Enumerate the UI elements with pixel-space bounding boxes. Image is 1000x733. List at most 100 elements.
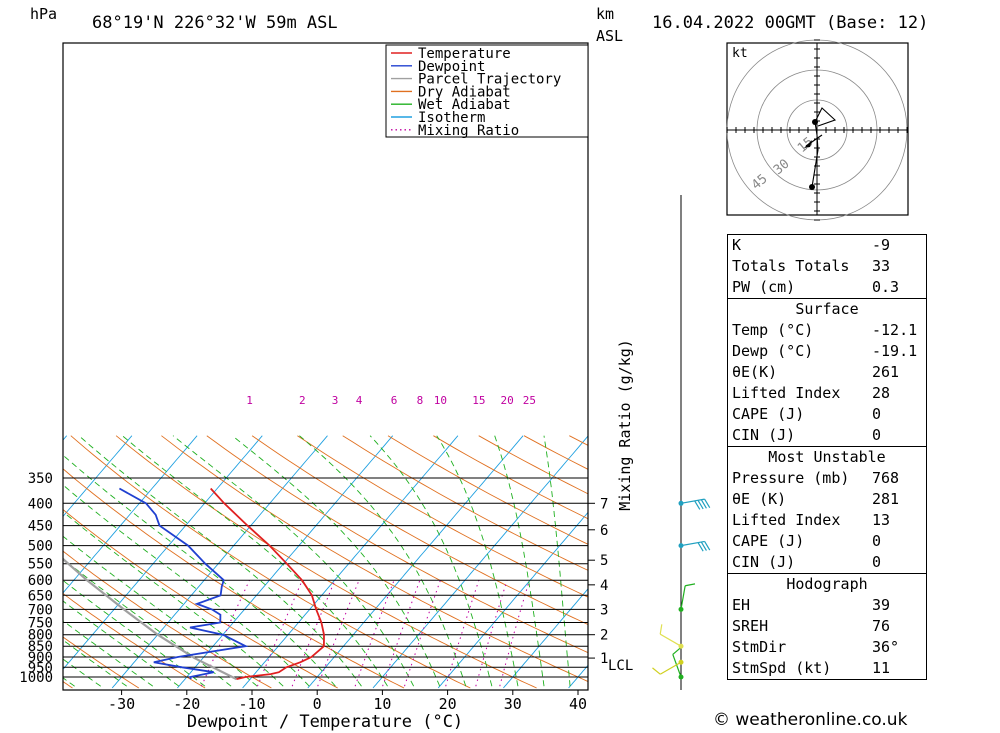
mixing-ratio-line	[499, 580, 530, 687]
dry-adiabat-line	[342, 435, 588, 571]
mu-cin-label: CIN (J)	[732, 553, 796, 571]
surface-cape-value: 0	[872, 405, 882, 423]
mu-thetae-value: 281	[872, 490, 900, 508]
dry-adiabat-line	[161, 435, 588, 682]
isotherm-line	[111, 435, 328, 689]
temperature-tick-label: 40	[569, 695, 587, 713]
wind-profile	[652, 195, 711, 690]
pressure-tick-label: 400	[28, 496, 53, 512]
dry-adiabat-line	[63, 550, 272, 689]
wind-barb-staff	[680, 498, 705, 504]
wind-barb-staff	[659, 633, 682, 647]
plot-frame	[62, 42, 589, 691]
surface-thetae-label: θE(K)	[732, 363, 778, 381]
mixing-ratio-label: 20	[500, 394, 513, 407]
legend-entry: Mixing Ratio	[418, 123, 519, 139]
wind-barb-staff	[672, 654, 682, 678]
wet-adiabat-line	[63, 484, 310, 687]
mixing-ratio-label: 10	[434, 394, 447, 407]
wet-adiabat-line	[63, 658, 101, 687]
isotherm-line	[63, 435, 198, 594]
surface-temp-label: Temp (°C)	[732, 321, 814, 339]
wet-adiabat-line	[63, 535, 258, 687]
mixing-ratio-label: 1	[246, 394, 253, 407]
dewpoint-profile-line	[118, 487, 249, 680]
pressure-tick-label: 750	[28, 616, 53, 632]
pressure-tick-label: 800	[28, 628, 53, 644]
temperature-tick-label: 0	[313, 695, 322, 713]
temperature-profile-line	[210, 487, 325, 680]
isotherm-line	[0, 436, 2, 688]
surface-cape-label: CAPE (J)	[732, 405, 805, 423]
temperature-tick-label: -10	[238, 695, 265, 713]
stmspd-label: StmSpd (kt)	[732, 659, 832, 677]
datetime-title: 16.04.2022 00GMT (Base: 12)	[652, 13, 928, 33]
stability-indices-table: K -9 Totals Totals 33 PW (cm) 0.3 Surface T…	[727, 234, 927, 680]
mixing-ratio-line	[445, 580, 480, 687]
wind-barb-feather	[697, 542, 704, 552]
mixing-ratio-line	[382, 580, 421, 687]
mu-cape-label: CAPE (J)	[732, 532, 805, 550]
asl-unit-label: ASL	[596, 27, 623, 45]
stmdir-value: 36°	[872, 638, 900, 656]
mixing-ratio-line	[354, 580, 395, 687]
wet-adiabat-line	[78, 435, 362, 687]
legend-entry: Temperature	[418, 46, 511, 62]
hpa-unit-label: hPa	[30, 5, 57, 23]
pressure-gridlines	[63, 477, 588, 678]
mixing-ratio-label: 15	[472, 394, 485, 407]
mixing-ratio-label: 8	[417, 394, 424, 407]
surface-dewp-value: -19.1	[872, 342, 918, 360]
wind-barb-staff	[680, 540, 705, 547]
k-index-label: K	[732, 236, 742, 254]
temperature-axis: -30 -20 -10 0 10 20 30 40	[108, 690, 587, 713]
wet-adiabat-line	[494, 435, 545, 687]
pressure-tick-label: 900	[28, 650, 53, 666]
copyright-link[interactable]: © weatheronline.co.uk	[713, 710, 908, 730]
wet-adiabat-line	[436, 435, 519, 687]
temperature-tick-label: 20	[439, 695, 457, 713]
km-tick-label: 2	[600, 628, 608, 644]
wind-barb-feather	[659, 624, 663, 635]
pressure-tick-label: 350	[28, 471, 53, 487]
wind-barb-feather	[704, 541, 711, 551]
wet-adiabat-line	[543, 435, 571, 687]
pressure-tick-label: 850	[28, 639, 53, 655]
wind-barb-feather	[704, 498, 711, 509]
wind-barb-feather	[685, 583, 696, 587]
mixing-ratio-line	[200, 579, 250, 687]
mu-pressure-label: Pressure (mb)	[732, 469, 850, 487]
thermodynamic-lines	[0, 435, 588, 689]
wet-adiabat-line	[63, 620, 154, 687]
dry-adiabat-line	[63, 593, 206, 689]
mixing-ratio-label: 3	[332, 394, 339, 407]
wet-adiabat-line	[63, 454, 336, 687]
isotherm-line	[307, 435, 524, 689]
legend-entry: Parcel Trajectory	[418, 72, 561, 88]
height-km-axis: 7 6 5 4 3 2 1 LCL	[588, 496, 633, 674]
surface-li-value: 28	[872, 384, 891, 402]
wet-adiabat-line	[369, 435, 493, 687]
stmdir-label: StmDir	[732, 638, 787, 656]
wind-barb-feather	[652, 667, 661, 675]
wet-adiabat-line	[172, 435, 415, 687]
isotherm-line	[63, 435, 133, 518]
legend-entry: Wet Adiabat	[418, 97, 511, 113]
mixing-ratio-label: 25	[523, 394, 536, 407]
most-unstable-header: Most Unstable	[727, 446, 927, 468]
wind-barb-feather	[700, 499, 707, 509]
surface-thetae-value: 261	[872, 363, 900, 381]
wet-adiabat-line	[63, 579, 206, 687]
surface-li-label: Lifted Index	[732, 384, 841, 402]
wind-barb-staff	[659, 661, 682, 675]
pressure-tick-label: 950	[28, 660, 53, 676]
km-tick-label: 1	[600, 651, 608, 667]
km-tick-label: 5	[600, 553, 608, 569]
mu-thetae-label: θE (K)	[732, 490, 787, 508]
pw-value: 0.3	[872, 278, 900, 296]
surface-cin-value: 0	[872, 426, 882, 444]
mixing-ratio-line	[475, 580, 508, 687]
mixing-ratio-label: 2	[299, 394, 306, 407]
